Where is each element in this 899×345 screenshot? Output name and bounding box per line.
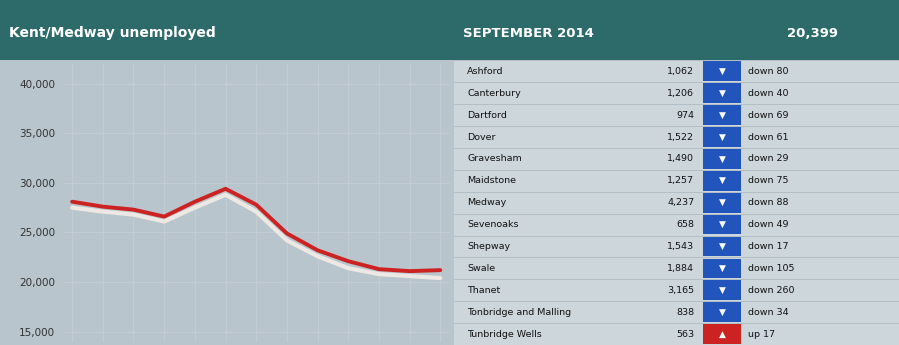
Text: ▼: ▼ — [718, 198, 725, 207]
Text: 974: 974 — [676, 111, 694, 120]
Bar — [703, 302, 741, 322]
Text: down 61: down 61 — [748, 132, 788, 141]
Text: Gravesham: Gravesham — [467, 155, 522, 164]
Text: 1,062: 1,062 — [667, 67, 694, 76]
Bar — [703, 171, 741, 191]
Text: Thanet: Thanet — [467, 286, 501, 295]
Text: Dartford: Dartford — [467, 111, 507, 120]
Text: down 88: down 88 — [748, 198, 788, 207]
Text: down 17: down 17 — [748, 242, 788, 251]
Text: SEPTEMBER 2014: SEPTEMBER 2014 — [463, 27, 594, 40]
Text: down 75: down 75 — [748, 176, 788, 185]
Bar — [703, 324, 741, 344]
Text: ▼: ▼ — [718, 155, 725, 164]
Text: down 29: down 29 — [748, 155, 788, 164]
Text: 1,206: 1,206 — [667, 89, 694, 98]
Bar — [703, 149, 741, 169]
Bar — [703, 215, 741, 235]
Text: ▼: ▼ — [718, 308, 725, 317]
Bar — [703, 127, 741, 147]
Text: 838: 838 — [676, 308, 694, 317]
Text: down 80: down 80 — [748, 67, 788, 76]
Text: down 40: down 40 — [748, 89, 788, 98]
Text: 1,884: 1,884 — [667, 264, 694, 273]
Text: down 69: down 69 — [748, 111, 788, 120]
Text: 1,543: 1,543 — [667, 242, 694, 251]
Text: down 260: down 260 — [748, 286, 794, 295]
Text: Maidstone: Maidstone — [467, 176, 516, 185]
Text: Shepway: Shepway — [467, 242, 511, 251]
Text: 1,522: 1,522 — [667, 132, 694, 141]
Text: 3,165: 3,165 — [667, 286, 694, 295]
Text: down 34: down 34 — [748, 308, 788, 317]
Bar — [703, 61, 741, 81]
Text: ▼: ▼ — [718, 89, 725, 98]
Text: ▼: ▼ — [718, 242, 725, 251]
Text: ▼: ▼ — [718, 264, 725, 273]
Bar — [703, 237, 741, 256]
Text: Medway: Medway — [467, 198, 507, 207]
Bar — [703, 280, 741, 300]
Text: 4,237: 4,237 — [667, 198, 694, 207]
Text: Ashford: Ashford — [467, 67, 503, 76]
Bar — [703, 193, 741, 213]
Bar — [703, 258, 741, 278]
Text: ▼: ▼ — [718, 286, 725, 295]
Text: Canterbury: Canterbury — [467, 89, 521, 98]
Text: 658: 658 — [676, 220, 694, 229]
Text: 1,257: 1,257 — [667, 176, 694, 185]
Text: Tonbridge and Malling: Tonbridge and Malling — [467, 308, 572, 317]
Text: ▼: ▼ — [718, 132, 725, 141]
Text: down 105: down 105 — [748, 264, 794, 273]
Text: 20,399: 20,399 — [787, 27, 838, 40]
Text: 1,490: 1,490 — [667, 155, 694, 164]
Text: 563: 563 — [676, 329, 694, 338]
Bar — [703, 105, 741, 125]
Text: ▲: ▲ — [718, 329, 725, 338]
Text: Tunbridge Wells: Tunbridge Wells — [467, 329, 542, 338]
Text: Kent/Medway unemployed: Kent/Medway unemployed — [9, 26, 216, 40]
Text: Swale: Swale — [467, 264, 495, 273]
Text: ▼: ▼ — [718, 220, 725, 229]
Text: ▼: ▼ — [718, 176, 725, 185]
Text: down 49: down 49 — [748, 220, 788, 229]
Text: up 17: up 17 — [748, 329, 775, 338]
Text: ▼: ▼ — [718, 111, 725, 120]
Text: Dover: Dover — [467, 132, 496, 141]
Text: Sevenoaks: Sevenoaks — [467, 220, 519, 229]
Bar — [703, 83, 741, 103]
Text: ▼: ▼ — [718, 67, 725, 76]
